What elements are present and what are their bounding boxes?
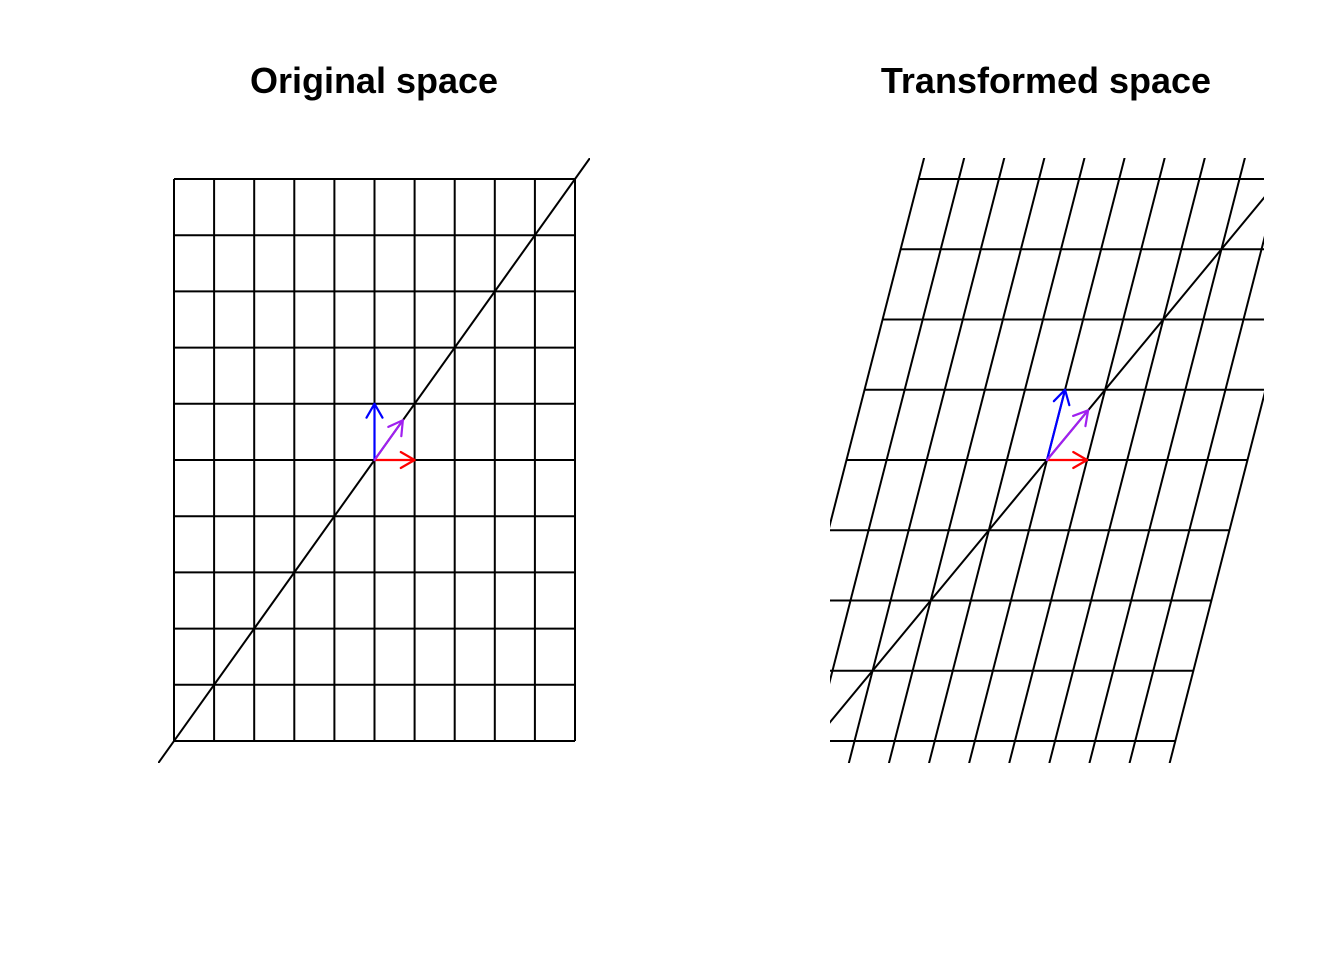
panel-original xyxy=(94,67,655,854)
vector-diagonal-unit-arrow xyxy=(375,420,403,460)
panel-title-original: Original space xyxy=(250,60,498,101)
vectors-transformed xyxy=(1047,390,1088,468)
vector-basis-y-arrow xyxy=(1047,390,1069,460)
grid-transformed xyxy=(640,0,1344,952)
panel-title-transformed: Transformed space xyxy=(881,60,1211,101)
vector-basis-x-arrow xyxy=(375,452,415,468)
diagonal-line xyxy=(640,0,1344,952)
panel-transformed xyxy=(640,0,1344,952)
